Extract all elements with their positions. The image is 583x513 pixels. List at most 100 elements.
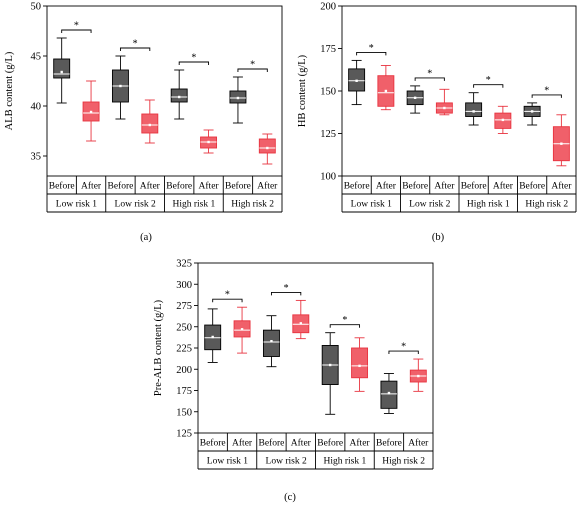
iqr-box: [141, 113, 159, 134]
iqr-box: [53, 58, 71, 79]
plot-frame: [341, 5, 577, 177]
mean-marker: [530, 110, 534, 113]
bracket-line: [178, 61, 210, 65]
box-after: [82, 80, 100, 142]
group-label: High risk 2: [382, 457, 425, 467]
mean-marker: [240, 328, 244, 331]
mean-marker: [417, 374, 420, 378]
box-before: [348, 59, 366, 106]
before-label: Before: [344, 181, 370, 192]
iqr-box: [258, 138, 276, 154]
significance-bracket: *: [329, 315, 361, 328]
y-tick-label: 50: [31, 2, 42, 13]
significance-bracket: *: [270, 283, 302, 296]
before-label: Before: [317, 438, 343, 449]
box-after: [258, 133, 276, 165]
before-label: Before: [259, 438, 285, 449]
after-label: After: [81, 181, 102, 192]
chart-panel: 125 150 175 200 225 250 275 300 325 Pre-ALB conte…: [153, 259, 434, 503]
box-before: [465, 92, 483, 126]
y-tick-label: 100: [320, 172, 336, 183]
y-axis-label: Pre-ALB content (g/L): [153, 299, 164, 396]
after-label: After: [493, 181, 514, 192]
after-label: After: [551, 181, 572, 192]
mean-marker: [177, 95, 181, 99]
after-label: After: [291, 438, 312, 449]
box-after: [409, 358, 427, 392]
y-tick-label: 275: [176, 301, 192, 312]
significance-bracket: *: [178, 53, 210, 65]
group-label: Low risk 2: [409, 200, 450, 210]
mean-marker: [472, 110, 475, 113]
box-before: [321, 332, 339, 415]
significance-bracket: *: [119, 39, 151, 51]
box-before: [111, 55, 129, 120]
after-label: After: [232, 438, 253, 449]
box-before: [406, 85, 424, 114]
significance-bracket: *: [61, 21, 92, 33]
after-label: After: [350, 438, 371, 449]
significance-bracket: *: [212, 290, 243, 303]
box-before: [380, 373, 398, 414]
chart-panel: 35 40 45 50 ALB content (g/L) Before After Low …: [4, 2, 283, 243]
y-tick-label: 175: [176, 386, 192, 397]
after-label: After: [434, 181, 455, 192]
group-label: Low risk 1: [56, 200, 97, 210]
y-tick-label: 200: [176, 365, 192, 376]
panel-label: (b): [432, 232, 445, 243]
significance-star: *: [427, 68, 432, 79]
significance-star: *: [401, 342, 406, 353]
mean-marker: [358, 364, 361, 368]
significance-star: *: [133, 39, 138, 50]
box-before: [262, 315, 280, 368]
box-after: [233, 306, 251, 354]
mean-marker: [355, 79, 358, 82]
after-label: After: [140, 181, 161, 192]
group-label: Low risk 1: [207, 457, 248, 467]
group-label: High risk 1: [173, 200, 216, 210]
bracket-line: [531, 94, 562, 98]
y-tick-label: 40: [31, 102, 42, 113]
before-label: Before: [402, 181, 428, 192]
plot-frame: [197, 262, 434, 434]
bracket-line: [329, 324, 361, 328]
y-tick-label: 125: [176, 429, 192, 440]
mean-marker: [387, 391, 391, 395]
before-label: Before: [108, 181, 134, 192]
bracket-line: [119, 47, 151, 51]
box-before: [170, 69, 188, 120]
group-label: High risk 2: [525, 200, 568, 210]
before-label: Before: [376, 438, 402, 449]
bracket-line: [237, 68, 268, 72]
significance-star: *: [544, 85, 549, 96]
y-tick-label: 175: [320, 44, 336, 55]
before-label: Before: [519, 181, 545, 192]
y-tick-label: 250: [176, 322, 192, 333]
significance-bracket: *: [356, 43, 387, 56]
y-tick-label: 325: [176, 259, 192, 270]
group-label: Low risk 2: [115, 200, 156, 210]
bracket-line: [212, 298, 243, 303]
chart-panel: 100 125 150 175 200 HB content (g/L) Before Aft…: [297, 2, 577, 243]
iqr-box: [380, 380, 398, 409]
box-before: [204, 308, 222, 363]
mean-marker: [384, 89, 388, 93]
box-before: [523, 102, 541, 126]
significance-star: *: [250, 60, 255, 71]
after-label: After: [199, 181, 220, 192]
mean-marker: [211, 335, 214, 339]
mean-marker: [560, 142, 563, 145]
bracket-line: [414, 77, 445, 81]
before-label: Before: [49, 181, 75, 192]
after-label: After: [376, 181, 397, 192]
panel-label: (c): [284, 492, 296, 503]
mean-marker: [501, 118, 505, 122]
significance-bracket: *: [414, 68, 445, 81]
bracket-line: [61, 29, 92, 33]
mean-marker: [119, 84, 122, 88]
y-tick-label: 125: [320, 129, 336, 140]
box-after: [494, 105, 512, 134]
after-label: After: [408, 438, 429, 449]
mean-marker: [270, 340, 273, 343]
y-tick-label: 300: [176, 280, 192, 291]
